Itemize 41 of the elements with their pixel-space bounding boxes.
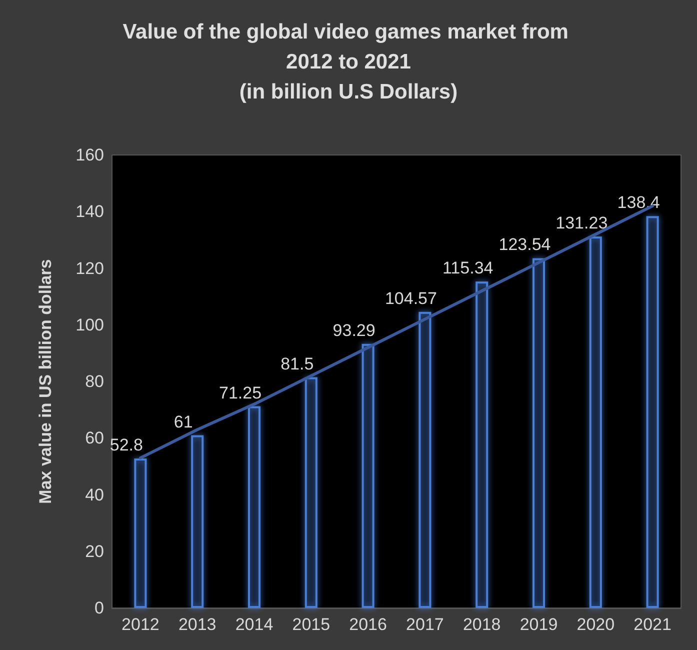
data-label: 131.23 — [556, 213, 608, 232]
y-tick-label: 60 — [85, 428, 104, 448]
data-label: 115.34 — [442, 258, 494, 278]
bar — [362, 344, 374, 608]
y-tick-label: 160 — [76, 146, 104, 164]
y-tick-label: 100 — [76, 315, 104, 334]
x-tick-label: 2018 — [462, 615, 501, 634]
x-tick-label: 2016 — [349, 615, 387, 634]
x-tick-label: 2017 — [406, 615, 444, 634]
bar — [532, 258, 546, 608]
data-label: 61 — [174, 412, 193, 432]
y-axis-title: Max value in US billion dollars — [36, 259, 55, 504]
data-label: 71.25 — [218, 383, 262, 402]
x-tick-label: 2013 — [178, 615, 216, 634]
data-label: 81.5 — [280, 354, 314, 374]
data-label: 52.8 — [110, 436, 143, 455]
x-tick-label: 2020 — [576, 615, 615, 634]
data-label: 138.4 — [617, 193, 660, 212]
bar — [304, 377, 318, 608]
bar — [134, 458, 147, 608]
y-tick-label: 140 — [76, 202, 104, 222]
bar — [248, 406, 261, 608]
bar — [191, 435, 204, 608]
x-tick-label: 2014 — [235, 615, 274, 634]
chart-title: Value of the global video games market from 2012 to 2021 (in billion U.S Dollars) — [122, 20, 574, 104]
data-label: 93.29 — [332, 320, 376, 340]
data-label: 104.57 — [384, 288, 437, 308]
data-label: 123.54 — [498, 235, 551, 254]
bar — [646, 216, 659, 608]
y-tick-label: 40 — [85, 485, 104, 504]
x-tick-label: 2019 — [520, 615, 558, 634]
y-tick-label: 0 — [94, 598, 104, 618]
y-tick-label: 120 — [76, 258, 104, 278]
y-tick-label: 80 — [85, 372, 104, 391]
bar — [476, 281, 488, 608]
y-tick-label: 20 — [85, 542, 104, 561]
x-tick-label: 2021 — [634, 615, 672, 634]
x-tick-label: 2015 — [292, 615, 330, 634]
bar — [418, 312, 432, 608]
bar — [589, 236, 602, 608]
x-tick-label: 2012 — [122, 615, 160, 634]
